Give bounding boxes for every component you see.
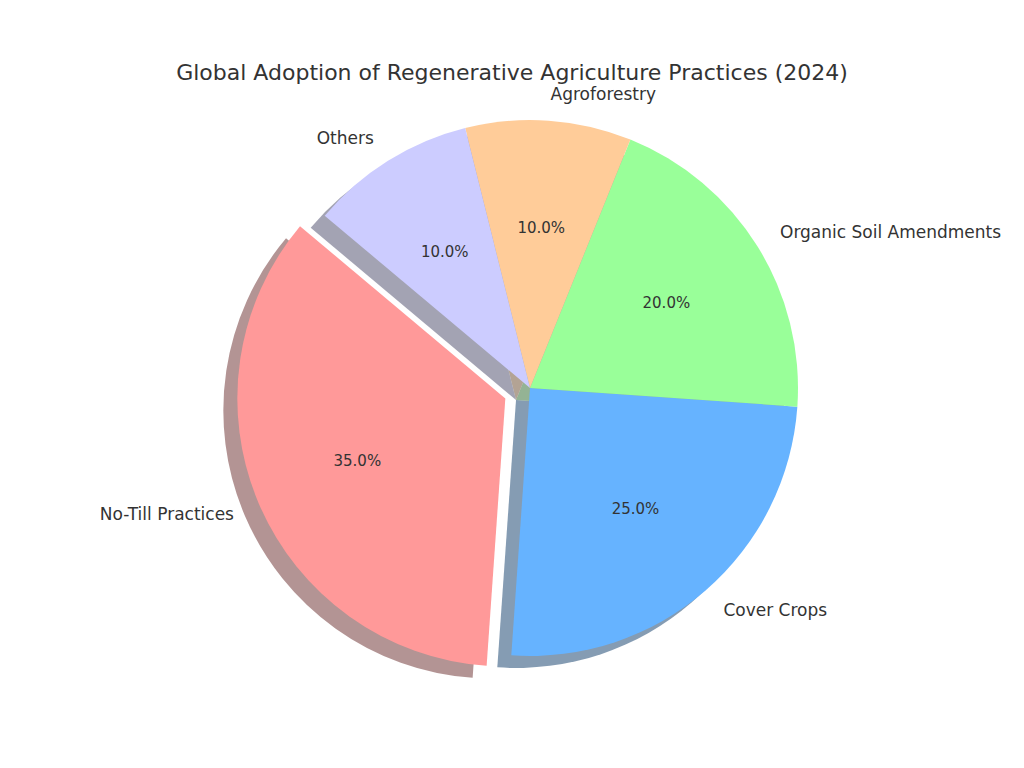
category-label: Agroforestry bbox=[551, 84, 656, 104]
category-label: Others bbox=[317, 128, 374, 148]
value-label: 20.0% bbox=[643, 294, 691, 312]
category-label: Organic Soil Amendments bbox=[780, 222, 1001, 242]
category-label: No-Till Practices bbox=[100, 504, 234, 524]
chart-title: Global Adoption of Regenerative Agricult… bbox=[176, 60, 848, 85]
category-label: Cover Crops bbox=[723, 600, 827, 620]
value-label: 25.0% bbox=[612, 500, 660, 518]
value-label: 35.0% bbox=[333, 452, 381, 470]
chart: Global Adoption of Regenerative Agricult… bbox=[0, 0, 1024, 768]
value-label: 10.0% bbox=[517, 219, 565, 237]
pie-slice bbox=[325, 128, 530, 388]
value-label: 10.0% bbox=[421, 243, 469, 261]
labels: No-Till Practices 35.0% Cover Crops 25.0% Or… bbox=[100, 84, 1001, 621]
slices bbox=[237, 120, 798, 666]
